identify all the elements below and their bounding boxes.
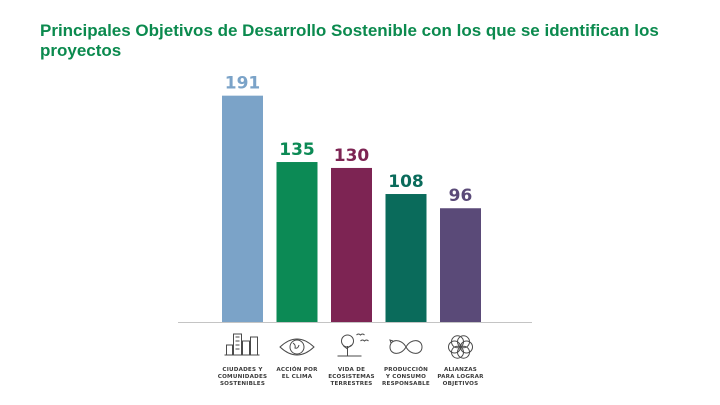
bar-value-label: 135 [279,140,315,160]
bar-value-label: 191 [225,74,261,94]
bar-value-label: 108 [388,172,424,192]
flower-circles-icon [448,335,473,359]
bar-value-label: 96 [449,186,473,206]
infinity-loop-icon [389,339,423,354]
category-label: ACCIÓN POR EL CLIMA [276,366,318,380]
bar [276,162,318,322]
city-buildings-icon [224,333,260,356]
category-label: CIUDADES Y COMUNIDADES SOSTENIBLES [218,367,267,387]
bar [331,167,372,322]
globe-eye-icon [279,338,315,356]
bar [222,95,263,322]
chart-title: Principales Objetivos de Desarrollo Sost… [40,21,659,60]
bar-value-label: 130 [334,146,370,166]
category-label: ALIANZAS PARA LOGRAR OBJETIVOS [437,367,484,387]
bar [385,194,427,322]
category-label: PRODUCCIÓN Y CONSUMO RESPONSABLE [382,366,430,387]
category-label: VIDA DE ECOSISTEMAS TERRESTRES [328,367,375,387]
tree-birds-icon [337,333,369,357]
bar [440,208,481,322]
